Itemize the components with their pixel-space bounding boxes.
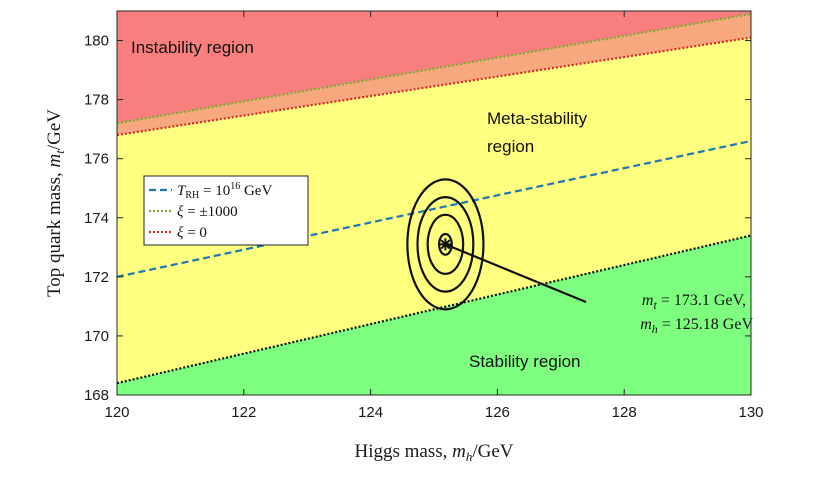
y-tick-label: 168 <box>84 387 109 404</box>
stability-region-fill <box>117 235 751 395</box>
x-tick-label: 124 <box>358 404 383 421</box>
confidence-ellipse-4 <box>406 178 485 311</box>
y-tick-label: 178 <box>84 92 109 109</box>
plot-area <box>117 11 751 395</box>
x-tick-label: 130 <box>738 404 763 421</box>
stability-boundary-line <box>117 234 751 385</box>
y-tick-label: 174 <box>84 210 109 227</box>
axes-frame <box>116 10 752 396</box>
meta-stability-label-line2: region <box>487 137 534 156</box>
legend: TRH = 1016 GeV ξ = ±1000 ξ = 0 <box>143 175 309 246</box>
x-tick-label: 128 <box>612 404 637 421</box>
annotation-mt-label: mt = 173.1 GeV, <box>642 292 746 312</box>
x-tick-label: 120 <box>104 404 129 421</box>
y-tick-label: 172 <box>84 269 109 286</box>
annotation-pointer-line <box>444 243 587 304</box>
xi-zero-dotted-line <box>117 36 751 137</box>
legend-entry-xi-zero-label: ξ = 0 <box>177 225 207 241</box>
confidence-ellipse-1 <box>437 232 453 256</box>
annotation-mh-label: mh = 125.18 GeV <box>640 316 753 336</box>
y-axis-label: Top quark mass, mt/GeV <box>44 109 67 297</box>
instability-region-label: Instability region <box>131 38 254 57</box>
x-axis-label: Higgs mass, mh/GeV <box>354 441 513 464</box>
intermediate-band-fill <box>117 13 751 136</box>
legend-entry-trh-label: TRH = 1016 GeV <box>177 181 272 201</box>
confidence-ellipse-2 <box>426 213 465 275</box>
trh-dashed-line <box>117 139 751 278</box>
x-tick-label: 126 <box>485 404 510 421</box>
legend-entry-xi-pm1000-label: ξ = ±1000 <box>177 204 238 220</box>
stability-region-label: Stability region <box>469 352 581 371</box>
y-tick-label: 180 <box>84 33 109 50</box>
x-tick-label: 122 <box>231 404 256 421</box>
y-tick-label: 170 <box>84 328 109 345</box>
confidence-ellipse-3 <box>416 195 475 293</box>
meta-stability-label-line1: Meta-stability <box>487 109 588 128</box>
xi-pm1000-dotted-line <box>117 12 751 125</box>
y-tick-label: 176 <box>84 151 109 168</box>
